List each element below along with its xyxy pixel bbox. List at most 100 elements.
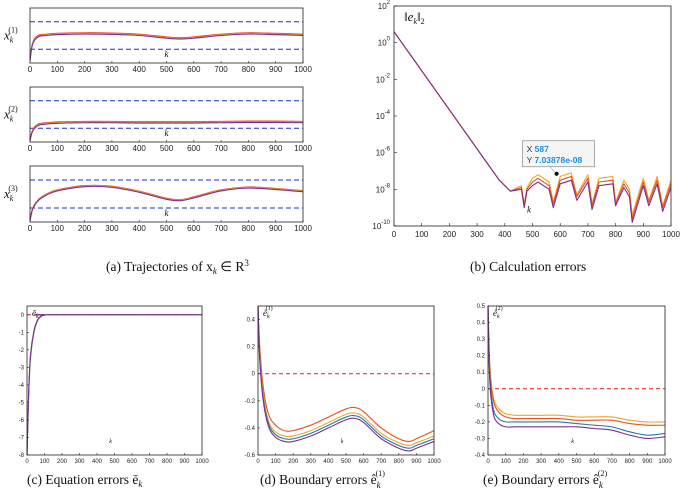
x-tick-label-b: 200 (443, 230, 457, 239)
y-label-a1: xk(1) (3, 26, 18, 45)
series-line-a1-s1 (29, 32, 304, 61)
x-label-a2: k (165, 128, 170, 138)
series-line-e-s4 (487, 305, 666, 440)
x-tick-label-a1: 700 (214, 65, 228, 74)
y-label-d: êk(1) (263, 305, 273, 320)
x-tick-label-a1: 200 (78, 65, 92, 74)
x-tick-label-b: 300 (470, 230, 484, 239)
series-line-c-s3 (26, 314, 203, 456)
caption-e: (e) Boundary errors êk(2) (483, 469, 607, 490)
x-tick-label-a1: 0 (28, 65, 33, 74)
x-tick-label-a3: 600 (187, 224, 201, 233)
chart-b: 0 100 200 300 400 500 600 700 800 900 1000 102 100 10… (372, 0, 680, 239)
x-tick-label-e: 700 (607, 459, 618, 465)
series-line-a1-s3 (29, 33, 304, 61)
x-tick-label-a2: 100 (51, 144, 65, 153)
x-tick-label-e: 500 (571, 459, 582, 465)
datatip-x: X 587 (527, 144, 549, 154)
plot-frame-e (487, 305, 666, 456)
y-tick-label-e: 0.1 (477, 370, 486, 376)
x-tick-label-c: 100 (39, 459, 50, 465)
x-tick-label-a1: 400 (133, 65, 147, 74)
x-tick-label-d: 500 (341, 459, 352, 465)
series-line-b-s1 (393, 31, 672, 216)
x-tick-label-e: 300 (536, 459, 547, 465)
y-tick-label-d: -0.4 (245, 426, 256, 432)
x-label-e: k (571, 439, 574, 445)
x-tick-label-b: 400 (498, 230, 512, 239)
x-tick-label-a1: 600 (187, 65, 201, 74)
y-tick-label-e: 0.3 (477, 337, 486, 343)
x-tick-label-a3: 300 (105, 224, 119, 233)
x-tick-label-c: 400 (92, 459, 103, 465)
x-tick-label-b: 1000 (662, 230, 680, 239)
x-tick-label-a3: 400 (133, 224, 147, 233)
y-tick-label-b: 10-6 (376, 147, 391, 158)
x-tick-label-a1: 800 (242, 65, 256, 74)
series-line-e-s1 (487, 305, 666, 423)
datatip-box[interactable] (522, 140, 595, 168)
x-tick-label-a3: 100 (51, 224, 65, 233)
series-line-b-s3 (393, 31, 672, 223)
x-tick-label-c: 600 (127, 459, 138, 465)
series-line-a2-s3 (29, 121, 304, 141)
x-tick-label-e: 800 (625, 459, 636, 465)
series-line-a3-s3 (29, 185, 304, 221)
y-tick-label-b: 10-8 (376, 183, 391, 194)
chart-d: 0 100 200 300 400 500 600 700 800 900 10000.40.20-… (245, 305, 442, 465)
x-tick-label-e: 0 (486, 459, 490, 465)
x-label-a1: k (165, 49, 170, 59)
x-tick-label-a3: 800 (242, 224, 256, 233)
x-tick-label-d: 100 (271, 459, 282, 465)
chart-title-b: ‖ek‖2 (404, 9, 425, 26)
chart-a3: 0 100 200 300 400 500 600 700 800 900 1000 k xk(3) (3, 165, 312, 233)
x-tick-label-e: 1000 (658, 459, 672, 465)
y-label-e: êk(2) (493, 305, 503, 320)
x-label-c: k (109, 439, 112, 445)
x-tick-label-d: 0 (256, 459, 260, 465)
x-tick-label-d: 700 (376, 459, 387, 465)
x-tick-label-b: 100 (415, 230, 429, 239)
x-tick-label-c: 300 (74, 459, 85, 465)
y-tick-label-b: 10-2 (376, 73, 391, 84)
y-tick-label-b: 10-10 (372, 220, 390, 231)
y-tick-label-e: -0.3 (475, 436, 486, 442)
x-tick-label-a2: 300 (105, 144, 119, 153)
x-tick-label-a1: 1000 (294, 65, 312, 74)
x-label-d: k (341, 439, 344, 445)
y-tick-label-c: -4 (19, 383, 25, 389)
x-tick-label-a3: 500 (160, 224, 174, 233)
y-tick-label-e: 0.5 (477, 304, 486, 310)
x-tick-label-b: 0 (392, 230, 397, 239)
x-tick-label-a2: 0 (28, 144, 33, 153)
x-label-a3: k (165, 208, 170, 218)
x-tick-label-a2: 600 (187, 144, 201, 153)
x-tick-label-b: 900 (637, 230, 651, 239)
x-tick-label-c: 900 (179, 459, 190, 465)
y-tick-label-b: 100 (378, 37, 391, 48)
y-tick-label-c: -7 (19, 435, 25, 441)
x-tick-label-e: 600 (589, 459, 600, 465)
y-tick-label-d: 0 (252, 372, 256, 378)
x-tick-label-a2: 800 (242, 144, 256, 153)
x-tick-label-d: 200 (288, 459, 299, 465)
x-tick-label-e: 400 (554, 459, 565, 465)
y-tick-label-e: -0.4 (475, 453, 486, 459)
x-tick-label-a2: 500 (160, 144, 174, 153)
y-tick-label-d: -0.2 (245, 399, 256, 405)
x-tick-label-b: 500 (526, 230, 540, 239)
y-tick-label-c: -8 (19, 453, 25, 459)
x-tick-label-b: 700 (581, 230, 595, 239)
y-tick-label-c: -3 (19, 365, 25, 371)
x-tick-label-e: 200 (518, 459, 529, 465)
series-line-e-s2 (487, 305, 666, 426)
x-tick-label-d: 800 (394, 459, 405, 465)
x-tick-label-a3: 0 (28, 224, 33, 233)
x-tick-label-c: 700 (144, 459, 155, 465)
x-tick-label-c: 0 (25, 459, 29, 465)
series-line-d-s4 (257, 305, 435, 452)
caption-d: (d) Boundary errors êk(1) (260, 469, 385, 490)
x-tick-label-a1: 100 (51, 65, 65, 74)
x-tick-label-d: 1000 (427, 459, 441, 465)
x-tick-label-d: 300 (306, 459, 317, 465)
